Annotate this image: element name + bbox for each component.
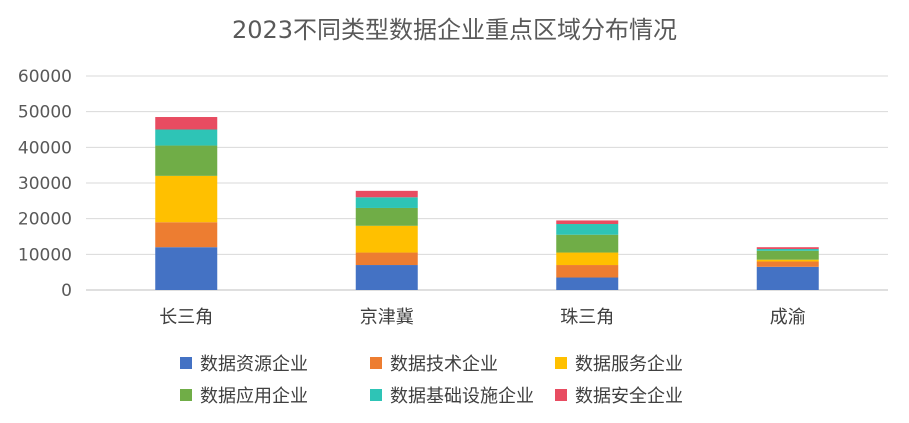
x-tick-label: 长三角	[159, 307, 213, 328]
bar-segment	[756, 250, 819, 260]
legend-label: 数据服务企业	[575, 354, 683, 375]
bar-segment	[355, 207, 418, 226]
y-tick-label: 40000	[18, 138, 72, 158]
legend-item: 数据服务企业	[555, 350, 683, 376]
bar-segment	[756, 261, 819, 267]
bar-segment	[355, 265, 418, 290]
legend-item: 数据应用企业	[180, 382, 308, 408]
x-tick-label: 成渝	[770, 307, 806, 328]
bar-segment	[556, 252, 619, 266]
legend-swatch	[555, 389, 567, 401]
bar-segment	[556, 224, 619, 235]
bar-segment	[756, 266, 819, 290]
bar-segment	[756, 247, 819, 249]
bar-segment	[556, 265, 619, 278]
legend-label: 数据技术企业	[390, 354, 498, 375]
legend-swatch	[180, 389, 192, 401]
legend-label: 数据资源企业	[200, 354, 308, 375]
bar-segment	[756, 259, 819, 262]
y-tick-label: 10000	[18, 245, 72, 265]
y-tick-label: 30000	[18, 174, 72, 194]
bar-segment	[355, 197, 418, 208]
legend-swatch	[555, 357, 567, 369]
y-tick-label: 60000	[18, 67, 72, 87]
legend-swatch	[180, 357, 192, 369]
bar-segment	[556, 220, 619, 225]
bar-segment	[355, 252, 418, 266]
x-tick-label: 珠三角	[560, 307, 614, 328]
chart-title: 2023不同类型数据企业重点区域分布情况	[231, 16, 678, 44]
y-tick-label: 50000	[18, 103, 72, 123]
legend-label: 数据基础设施企业	[390, 386, 534, 407]
y-tick-label: 0	[61, 281, 72, 301]
bar-segment	[155, 222, 218, 248]
bar-segment	[355, 190, 418, 198]
legend-item: 数据基础设施企业	[370, 382, 534, 408]
x-tick-label: 京津冀	[360, 307, 414, 328]
legend-item: 数据安全企业	[555, 382, 683, 408]
bar-segment	[155, 117, 218, 130]
legend-swatch	[370, 357, 382, 369]
bar-segment	[756, 248, 819, 251]
legend-item: 数据技术企业	[370, 350, 498, 376]
bar-segment	[155, 175, 218, 223]
legend-label: 数据安全企业	[575, 386, 683, 407]
bar-segment	[155, 129, 218, 146]
legend-swatch	[370, 389, 382, 401]
bar-segment	[556, 277, 619, 290]
bar-segment	[155, 145, 218, 176]
bar-segment	[355, 225, 418, 253]
bar-segment	[155, 247, 218, 290]
y-tick-label: 20000	[18, 210, 72, 230]
legend-label: 数据应用企业	[200, 386, 308, 407]
legend-item: 数据资源企业	[180, 350, 308, 376]
bar-segment	[556, 234, 619, 253]
